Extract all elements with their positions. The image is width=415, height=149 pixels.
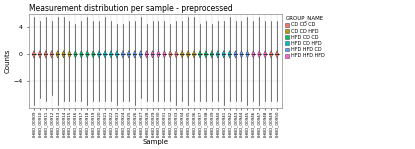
Polygon shape — [38, 51, 42, 58]
Polygon shape — [133, 51, 137, 58]
Polygon shape — [85, 51, 89, 58]
Polygon shape — [103, 51, 107, 58]
Polygon shape — [181, 51, 184, 58]
Polygon shape — [251, 51, 255, 58]
Polygon shape — [151, 51, 154, 58]
Polygon shape — [175, 51, 178, 58]
Polygon shape — [80, 51, 83, 58]
Polygon shape — [109, 51, 112, 58]
Polygon shape — [240, 51, 243, 58]
Polygon shape — [145, 51, 148, 58]
Polygon shape — [216, 51, 220, 58]
Polygon shape — [139, 51, 142, 58]
Polygon shape — [74, 51, 77, 58]
Polygon shape — [264, 51, 267, 58]
Polygon shape — [98, 51, 101, 58]
Polygon shape — [210, 51, 213, 58]
Text: Measurement distribution per sample - preprocessed: Measurement distribution per sample - pr… — [29, 4, 233, 13]
Polygon shape — [68, 51, 71, 58]
Polygon shape — [258, 51, 261, 58]
Y-axis label: Counts: Counts — [4, 49, 10, 73]
Legend: CD CD CD, CD CD HFD, HFD CD CD, HFD CD HFD, HFD HFD CD, HFD HFD HFD: CD CD CD, CD CD HFD, HFD CD CD, HFD CD H… — [284, 14, 326, 59]
Polygon shape — [228, 51, 231, 58]
Polygon shape — [246, 51, 249, 58]
Polygon shape — [32, 51, 36, 58]
Polygon shape — [234, 51, 237, 58]
X-axis label: Sample: Sample — [142, 139, 168, 145]
Polygon shape — [50, 51, 54, 58]
Polygon shape — [222, 51, 225, 58]
Polygon shape — [163, 51, 166, 58]
Polygon shape — [62, 51, 65, 58]
Polygon shape — [115, 51, 119, 58]
Polygon shape — [193, 51, 196, 58]
Polygon shape — [157, 51, 160, 58]
Polygon shape — [269, 51, 273, 58]
Polygon shape — [44, 51, 47, 58]
Polygon shape — [92, 51, 95, 58]
Polygon shape — [56, 51, 59, 58]
Polygon shape — [127, 51, 130, 58]
Polygon shape — [186, 51, 190, 58]
Polygon shape — [121, 51, 124, 58]
Polygon shape — [204, 51, 208, 58]
Polygon shape — [168, 51, 172, 58]
Polygon shape — [276, 51, 279, 58]
Polygon shape — [198, 51, 202, 58]
